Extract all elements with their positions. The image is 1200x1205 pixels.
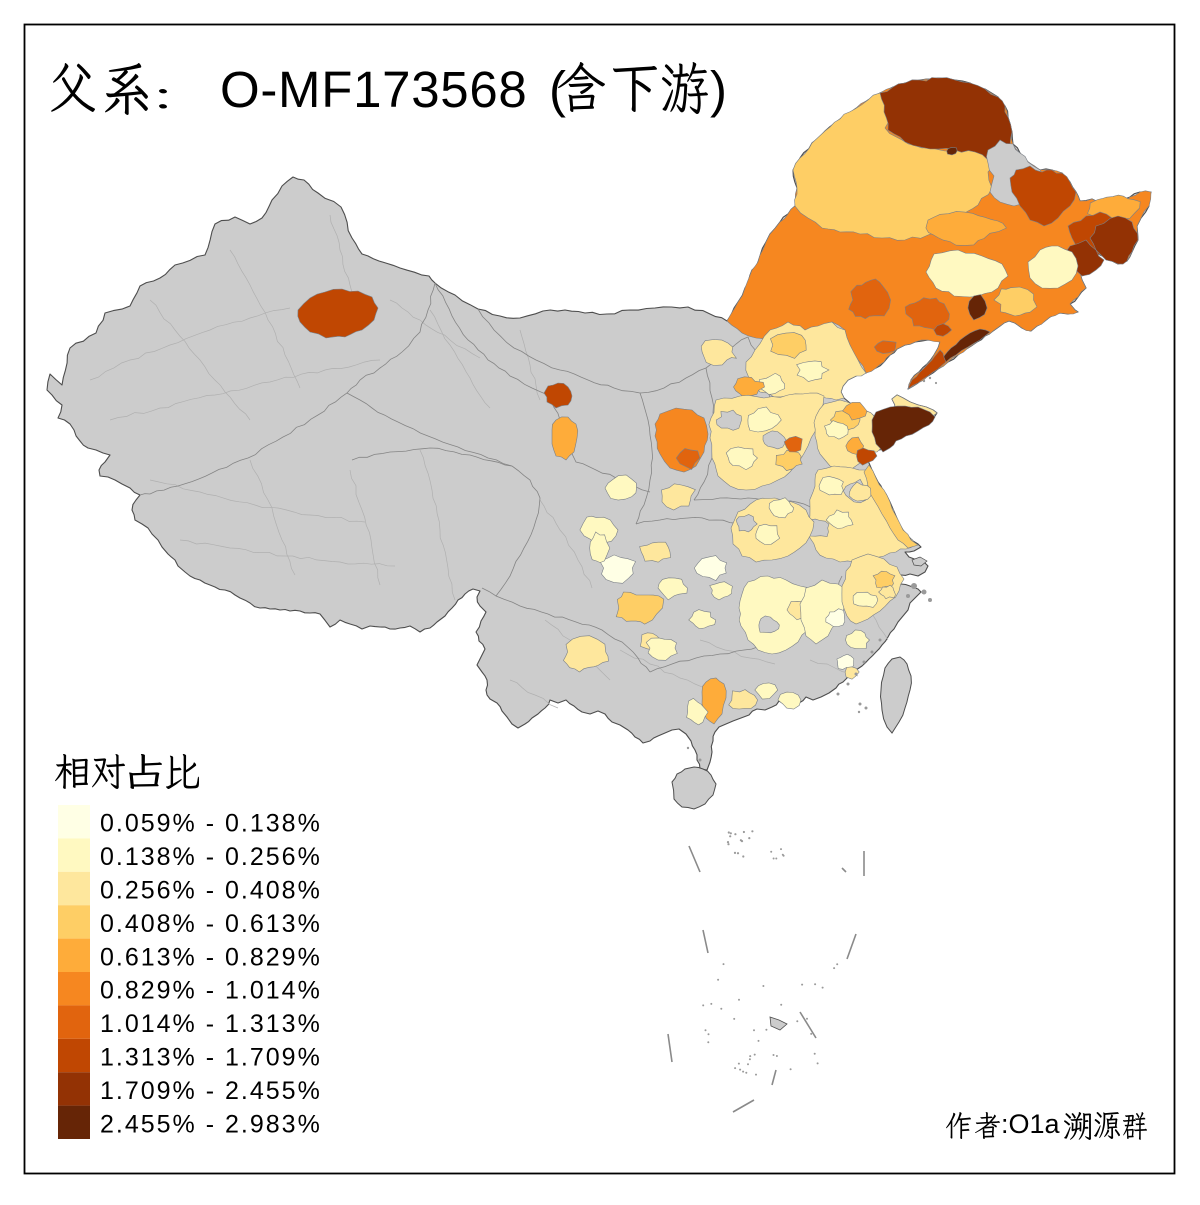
svg-text:0.256% - 0.408%: 0.256% - 0.408% [100,877,322,905]
svg-text:0.613% - 0.829%: 0.613% - 0.829% [100,943,322,971]
svg-text:): ) [710,61,727,118]
svg-text:1.313% - 1.709%: 1.313% - 1.709% [100,1044,322,1072]
svg-text:1.014% - 1.313%: 1.014% - 1.313% [100,1010,322,1038]
svg-text::O1a: :O1a [1001,1109,1061,1139]
svg-text:0.059% - 0.138%: 0.059% - 0.138% [100,810,322,838]
svg-text:2.455% - 2.983%: 2.455% - 2.983% [100,1110,322,1138]
svg-text:(: ( [549,61,566,118]
svg-text:0.138% - 0.256%: 0.138% - 0.256% [100,843,322,871]
svg-text:0.408% - 0.613%: 0.408% - 0.613% [100,910,322,938]
svg-text:1.709% - 2.455%: 1.709% - 2.455% [100,1077,322,1105]
svg-text:0.829% - 1.014%: 0.829% - 1.014% [100,977,322,1005]
svg-text:O-MF173568: O-MF173568 [220,61,527,118]
